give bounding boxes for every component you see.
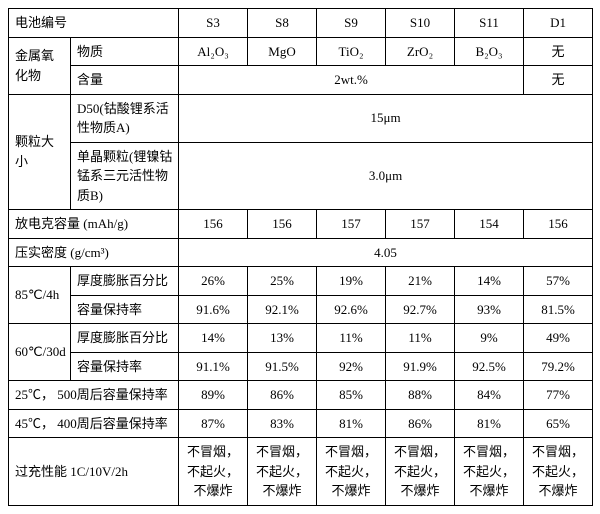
t85-thick-1: 25% [248,267,317,296]
t85-thick-5: 57% [524,267,593,296]
substance-label: 物质 [71,37,179,66]
col-s10: S10 [386,9,455,38]
t60-cap-3: 91.9% [386,352,455,381]
single-label: 单晶颗粒(锂镍钴锰系三元活性物质B) [71,142,179,210]
t85-thick-3: 21% [386,267,455,296]
t85-cap-2: 92.6% [317,295,386,324]
overcharge-0: 不冒烟，不起火，不爆炸 [179,438,248,506]
t60-group: 60℃/30d [9,324,71,381]
t60-thick-2: 11% [317,324,386,353]
cycle45-5: 65% [524,409,593,438]
col-d1: D1 [524,9,593,38]
density-row: 压实密度 (g/cm³) 4.05 [9,238,593,267]
d50-value: 15μm [179,94,593,142]
overcharge-4: 不冒烟，不起火，不爆炸 [455,438,524,506]
substance-1: MgO [248,37,317,66]
t85-cap-4: 93% [455,295,524,324]
col-s9: S9 [317,9,386,38]
col-s3: S3 [179,9,248,38]
t85-cap-0: 91.6% [179,295,248,324]
discharge-4: 154 [455,210,524,239]
substance-0: Al₂O₃ [179,37,248,66]
discharge-0: 156 [179,210,248,239]
discharge-5: 156 [524,210,593,239]
overcharge-label: 过充性能 1C/10V/2h [9,438,179,506]
cycle45-1: 83% [248,409,317,438]
substance-4: B₂O₃ [455,37,524,66]
t85-cap-row: 容量保持率 91.6% 92.1% 92.6% 92.7% 93% 81.5% [9,295,593,324]
cycle45-2: 81% [317,409,386,438]
t60-thick-label: 厚度膨胀百分比 [71,324,179,353]
cycle45-row: 45℃， 400周后容量保持率 87% 83% 81% 86% 81% 65% [9,409,593,438]
t60-cap-0: 91.1% [179,352,248,381]
t85-thick-2: 19% [317,267,386,296]
metal-oxide-group: 金属氧化物 [9,37,71,94]
t85-cap-3: 92.7% [386,295,455,324]
content-span: 2wt.% [179,66,524,95]
t60-thick-row: 60℃/30d 厚度膨胀百分比 14% 13% 11% 11% 9% 49% [9,324,593,353]
cycle25-5: 77% [524,381,593,410]
t60-thick-4: 9% [455,324,524,353]
col-s8: S8 [248,9,317,38]
d50-label: D50(钴酸锂系活性物质A) [71,94,179,142]
t85-cap-1: 92.1% [248,295,317,324]
content-label: 含量 [71,66,179,95]
discharge-1: 156 [248,210,317,239]
cycle25-row: 25℃， 500周后容量保持率 89% 86% 85% 88% 84% 77% [9,381,593,410]
metal-oxide-substance-row: 金属氧化物 物质 Al₂O₃ MgO TiO₂ ZrO₂ B₂O₃ 无 [9,37,593,66]
substance-2: TiO₂ [317,37,386,66]
cycle45-4: 81% [455,409,524,438]
header-row: 电池编号 S3 S8 S9 S10 S11 D1 [9,9,593,38]
t60-thick-1: 13% [248,324,317,353]
cycle25-0: 89% [179,381,248,410]
discharge-row: 放电克容量 (mAh/g) 156 156 157 157 154 156 [9,210,593,239]
t60-thick-3: 11% [386,324,455,353]
battery-no-label: 电池编号 [9,9,179,38]
t85-thick-4: 14% [455,267,524,296]
overcharge-1: 不冒烟，不起火，不爆炸 [248,438,317,506]
cycle25-2: 85% [317,381,386,410]
battery-table: 电池编号 S3 S8 S9 S10 S11 D1 金属氧化物 物质 Al₂O₃ … [8,8,593,506]
t60-cap-4: 92.5% [455,352,524,381]
t85-cap-label: 容量保持率 [71,295,179,324]
overcharge-row: 过充性能 1C/10V/2h 不冒烟，不起火，不爆炸 不冒烟，不起火，不爆炸 不… [9,438,593,506]
cycle25-1: 86% [248,381,317,410]
density-value: 4.05 [179,238,593,267]
cycle25-label: 25℃， 500周后容量保持率 [9,381,179,410]
cycle25-3: 88% [386,381,455,410]
particle-d50-row: 颗粒大小 D50(钴酸锂系活性物质A) 15μm [9,94,593,142]
t85-thick-row: 85℃/4h 厚度膨胀百分比 26% 25% 19% 21% 14% 57% [9,267,593,296]
cycle45-0: 87% [179,409,248,438]
cycle45-label: 45℃， 400周后容量保持率 [9,409,179,438]
t85-group: 85℃/4h [9,267,71,324]
single-value: 3.0μm [179,142,593,210]
cycle25-4: 84% [455,381,524,410]
col-s11: S11 [455,9,524,38]
t60-cap-5: 79.2% [524,352,593,381]
metal-oxide-content-row: 含量 2wt.% 无 [9,66,593,95]
overcharge-2: 不冒烟，不起火，不爆炸 [317,438,386,506]
t85-thick-0: 26% [179,267,248,296]
t60-cap-2: 92% [317,352,386,381]
cycle45-3: 86% [386,409,455,438]
particle-single-row: 单晶颗粒(锂镍钴锰系三元活性物质B) 3.0μm [9,142,593,210]
t85-cap-5: 81.5% [524,295,593,324]
t60-thick-0: 14% [179,324,248,353]
discharge-label: 放电克容量 (mAh/g) [9,210,179,239]
discharge-3: 157 [386,210,455,239]
overcharge-3: 不冒烟，不起火，不爆炸 [386,438,455,506]
t85-thick-label: 厚度膨胀百分比 [71,267,179,296]
content-d1: 无 [524,66,593,95]
substance-3: ZrO₂ [386,37,455,66]
discharge-2: 157 [317,210,386,239]
t60-thick-5: 49% [524,324,593,353]
t60-cap-1: 91.5% [248,352,317,381]
overcharge-5: 不冒烟，不起火，不爆炸 [524,438,593,506]
t60-cap-label: 容量保持率 [71,352,179,381]
t60-cap-row: 容量保持率 91.1% 91.5% 92% 91.9% 92.5% 79.2% [9,352,593,381]
density-label: 压实密度 (g/cm³) [9,238,179,267]
particle-group: 颗粒大小 [9,94,71,210]
substance-5: 无 [524,37,593,66]
